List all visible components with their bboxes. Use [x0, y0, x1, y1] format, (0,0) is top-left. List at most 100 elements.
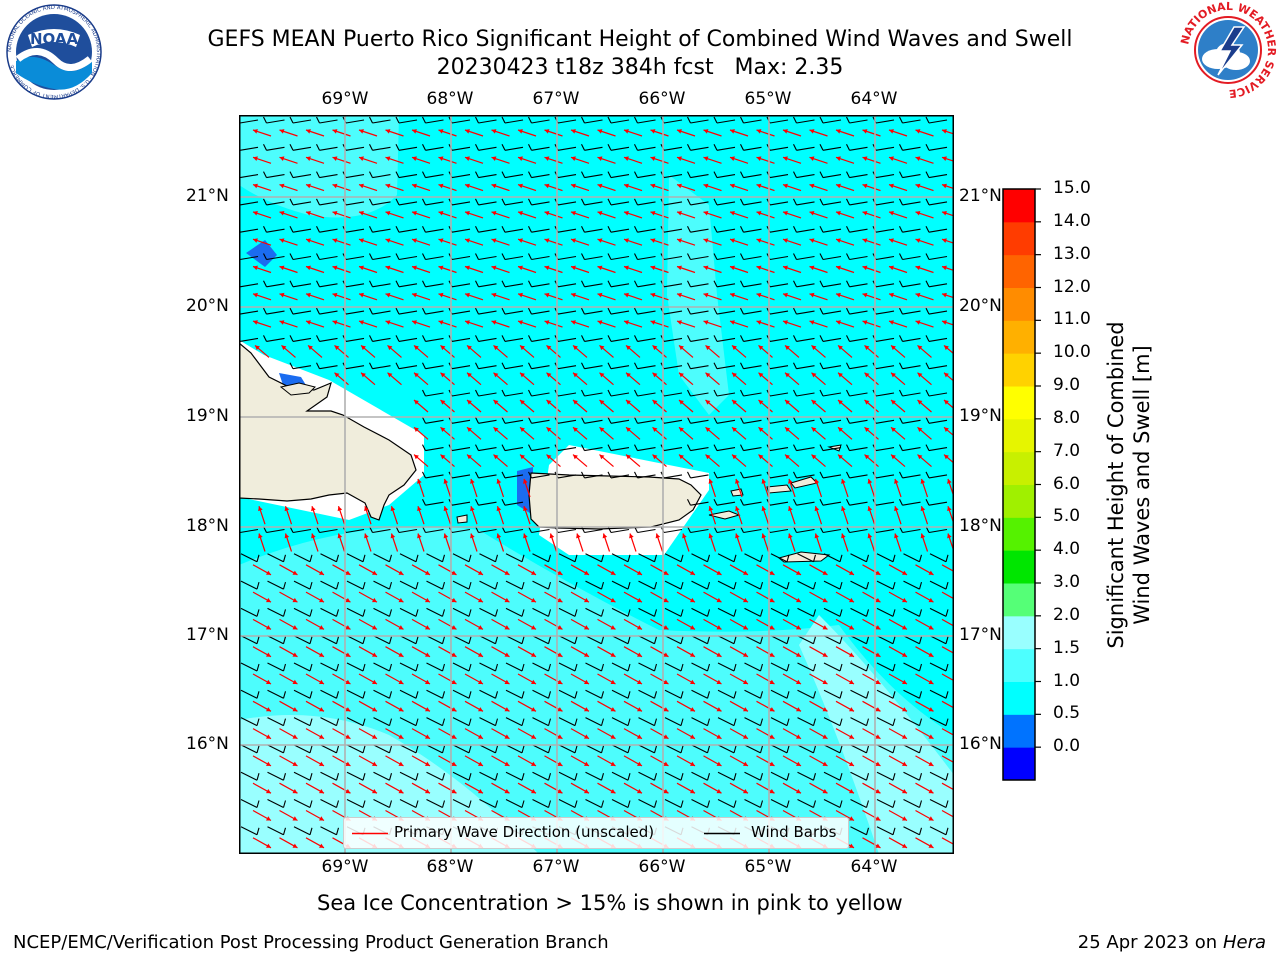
wave-arrow [491, 782, 510, 794]
wave-arrow [703, 183, 722, 192]
wave-arrow [523, 533, 531, 552]
wind-barb [452, 717, 472, 727]
wave-arrow [284, 533, 293, 552]
wind-barb [638, 580, 658, 590]
wave-arrow [464, 646, 484, 658]
wave-arrow [252, 183, 272, 192]
wave-arrow [252, 591, 272, 603]
wave-arrow [438, 129, 457, 137]
wind-barb [638, 607, 658, 617]
wind-barb [634, 335, 656, 342]
wind-barb [532, 607, 552, 617]
wave-arrow [678, 372, 694, 386]
wave-arrow [546, 344, 561, 358]
wave-arrow [570, 646, 590, 658]
wave-arrow [385, 129, 404, 137]
wind-barb [501, 389, 524, 397]
wind-barb [797, 635, 817, 645]
lon-label-top-64w: 64°W [850, 89, 898, 109]
wind-barb [422, 253, 444, 261]
lon-label-top-68w: 68°W [426, 89, 474, 109]
nws-logo: NATIONAL WEATHER SERVICE [1178, 1, 1278, 99]
wave-arrow [703, 755, 722, 767]
wind-barb [369, 280, 391, 288]
wave-arrow [597, 156, 616, 164]
wind-barb [850, 799, 870, 808]
wind-barb [797, 771, 817, 781]
wave-arrow [597, 591, 616, 603]
wave-arrow [358, 564, 378, 576]
wave-arrow [915, 809, 934, 822]
wave-arrow [493, 399, 508, 413]
wave-arrow [572, 454, 588, 468]
wave-arrow [279, 129, 298, 137]
colorbar-swatch [1003, 287, 1035, 321]
lat-label-left-20n: 20°N [186, 296, 229, 316]
wind-barb [395, 307, 418, 315]
wind-barb [611, 662, 631, 672]
wind-barb [664, 635, 684, 645]
wave-arrow [254, 344, 270, 358]
wave-arrow [358, 156, 378, 164]
wind-barb [903, 635, 923, 645]
wind-barb [823, 553, 843, 563]
wave-arrow [332, 156, 351, 164]
wave-arrow [623, 646, 643, 658]
wind-barb [793, 444, 815, 452]
wave-arrow [623, 618, 643, 630]
wind-barb [607, 225, 630, 233]
wave-arrow [252, 211, 272, 219]
wind-barb [369, 253, 391, 261]
wind-barb [501, 307, 524, 315]
wind-barb [479, 553, 499, 563]
wave-arrow [625, 426, 641, 440]
wave-arrow [438, 183, 457, 192]
wave-arrow [570, 292, 590, 301]
wave-arrow [413, 344, 429, 358]
wind-barb [823, 689, 843, 699]
colorbar-swatch [1003, 418, 1035, 453]
wind-barb [925, 471, 948, 479]
wind-barb [717, 689, 737, 699]
wave-arrow [517, 238, 537, 246]
colorbar-swatch [1003, 221, 1035, 256]
wind-barb [899, 198, 921, 206]
wind-barb [475, 362, 497, 370]
wind-barb [638, 744, 658, 754]
wave-arrow [438, 755, 457, 767]
wave-arrow [888, 183, 908, 192]
wave-arrow [284, 506, 293, 525]
wind-barb [320, 553, 340, 563]
colorbar-swatch [1003, 353, 1035, 387]
wind-barb [320, 744, 340, 754]
wind-barb [899, 253, 921, 261]
wave-arrow [678, 454, 694, 468]
wave-arrow [623, 183, 643, 192]
wind-barb [263, 116, 285, 124]
wind-barb [607, 389, 630, 397]
wind-barb [611, 799, 631, 808]
wave-arrow [729, 238, 749, 246]
lon-label-top-69w: 69°W [321, 89, 369, 109]
wave-arrow [652, 399, 667, 413]
wind-barb [452, 635, 472, 645]
wind-barb [687, 417, 709, 424]
wind-barb [744, 607, 764, 617]
wave-arrow [941, 700, 954, 709]
wave-arrow [279, 646, 298, 658]
wind-barb [664, 771, 684, 781]
wind-barb [422, 498, 444, 506]
wave-arrow [252, 809, 272, 822]
wave-arrow [385, 700, 404, 712]
wind-barb [664, 607, 684, 617]
wave-arrow [332, 183, 351, 192]
wind-barb [687, 225, 709, 233]
wind-barb [797, 662, 817, 672]
wave-arrow [782, 673, 802, 685]
wave-arrow [544, 618, 563, 630]
wave-arrow [809, 646, 828, 658]
wave-arrow [466, 426, 482, 440]
wind-barb [691, 635, 711, 645]
wind-barb [876, 717, 896, 727]
wave-arrow [438, 618, 457, 630]
